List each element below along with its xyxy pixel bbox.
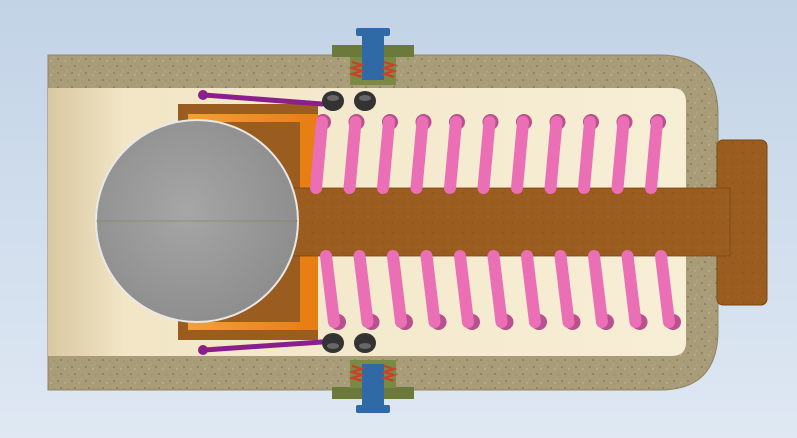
spring-coil-upper: [611, 116, 630, 194]
spring-coil-lower: [554, 250, 575, 328]
spring-coil-lower: [454, 250, 474, 328]
spring-coil-lower: [420, 250, 441, 328]
coil-spring-front: [310, 116, 675, 328]
spring-coil-lower: [621, 250, 642, 328]
spring-coil-upper: [477, 116, 496, 194]
spring-coil-upper: [410, 116, 429, 194]
retaining-pin-bottom: [201, 339, 325, 353]
piston-rod: [289, 187, 731, 257]
spring-coil-upper: [377, 116, 395, 194]
seals-bottom: [322, 333, 376, 353]
spring-coil-lower: [387, 250, 407, 328]
spring-coil-upper: [544, 116, 563, 194]
set-screw-icon: [332, 360, 414, 413]
spring-coil-upper: [343, 116, 362, 194]
spring-coil-upper: [578, 116, 596, 194]
spring-coil-lower: [655, 250, 675, 328]
spring-coil-lower: [320, 250, 340, 328]
retaining-pin-top: [201, 92, 325, 107]
set-screw-icon: [332, 28, 414, 85]
seals-top: [322, 91, 376, 111]
spring-coil-upper: [444, 116, 462, 194]
retaining-pin-top-end: [198, 90, 208, 100]
spring-coil-lower: [487, 250, 508, 328]
spring-coil-lower: [521, 250, 541, 328]
spring-coil-upper: [310, 116, 328, 194]
spring-coil-upper: [645, 116, 663, 194]
spring-coil-lower: [588, 250, 608, 328]
spring-coil-lower: [353, 250, 374, 328]
spring-coil-upper: [511, 116, 529, 194]
retaining-pin-bottom-end: [198, 345, 208, 355]
